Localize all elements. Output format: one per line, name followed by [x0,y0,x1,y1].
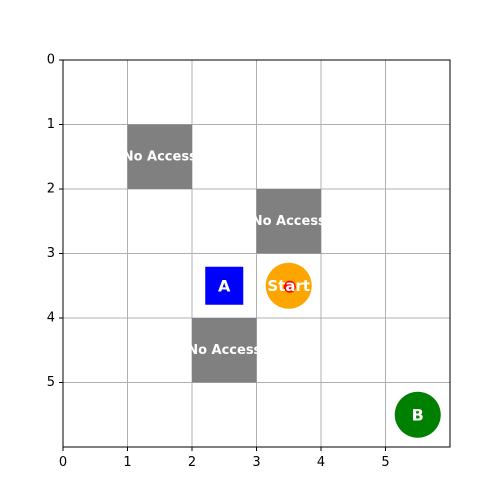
blocked-cell: No Access [187,318,262,383]
start-marker: Start [265,262,312,309]
blocked-cell-rect [127,124,192,189]
y-tick-label: 3 [47,246,55,261]
y-tick-label: 0 [47,53,55,68]
blocked-cell-label: No Access [123,149,197,164]
agent-a-marker: A [205,266,244,305]
x-tick-label: 4 [317,455,325,470]
x-tick-label: 3 [252,455,260,470]
y-tick-label: 4 [47,311,55,326]
y-tick-label: 5 [47,375,55,390]
blocked-cell-label: No Access [252,214,326,229]
y-tick-label: 1 [47,117,55,132]
blocked-cell: No Access [123,124,197,189]
blocked-cell: No Access [252,189,326,254]
axis-ticks: 0 1 2 3 4 5 0 1 2 3 4 5 [47,53,390,471]
goal-b-label: B [412,405,424,424]
x-tick-label: 2 [188,455,196,470]
start-label: Start [267,277,310,295]
x-tick-label: 1 [123,455,131,470]
blocked-cell-label: No Access [187,343,261,358]
blocked-cell-rect [192,318,257,383]
blocked-cells: No Access No Access No Access [123,124,326,383]
start-dot [283,280,296,293]
blocked-cell-rect [256,189,321,254]
x-tick-label: 5 [381,455,389,470]
goal-b-marker: B [394,391,441,438]
y-tick-label: 2 [47,182,55,197]
agent-a-square [205,266,244,305]
goal-b-circle [394,391,441,438]
x-tick-label: 0 [59,455,67,470]
agent-a-label: A [218,276,231,295]
